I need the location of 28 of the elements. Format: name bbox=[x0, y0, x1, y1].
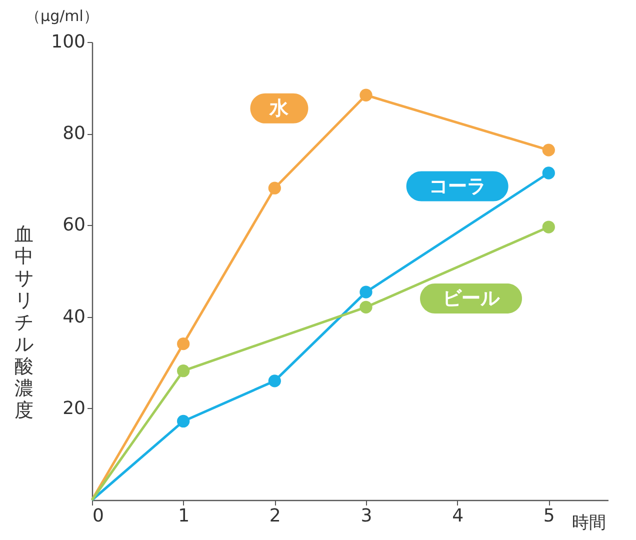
text: （µg/ml） bbox=[26, 7, 98, 25]
y-tick-label: 100 bbox=[51, 32, 86, 52]
y-tick-label: 20 bbox=[62, 398, 86, 419]
text: 血中サリチル酸濃度 bbox=[14, 223, 34, 422]
point bbox=[268, 374, 281, 388]
series-label: ビール bbox=[442, 287, 501, 310]
x-tick-label: 5 bbox=[543, 506, 555, 526]
point bbox=[542, 220, 555, 234]
x-tick-label: 3 bbox=[360, 506, 372, 526]
point bbox=[360, 286, 372, 298]
text: 水 bbox=[268, 97, 290, 120]
point bbox=[268, 182, 281, 194]
series-label: コーラ bbox=[428, 175, 486, 198]
y-tick-label: 60 bbox=[62, 214, 86, 236]
point bbox=[177, 414, 190, 428]
point bbox=[360, 88, 372, 102]
x-tick-label: 0 bbox=[92, 506, 104, 526]
point bbox=[177, 364, 190, 378]
y-tick-label: 80 bbox=[62, 123, 86, 144]
point bbox=[177, 338, 190, 350]
x-tick-label: 1 bbox=[178, 506, 190, 526]
x-tick-label: 4 bbox=[452, 506, 464, 526]
point bbox=[542, 166, 555, 180]
x-axis-title: 時間 bbox=[572, 513, 606, 533]
x-tick-label: 2 bbox=[269, 506, 281, 526]
point bbox=[542, 144, 555, 156]
point bbox=[360, 300, 372, 314]
y-tick-label: 40 bbox=[62, 306, 86, 328]
